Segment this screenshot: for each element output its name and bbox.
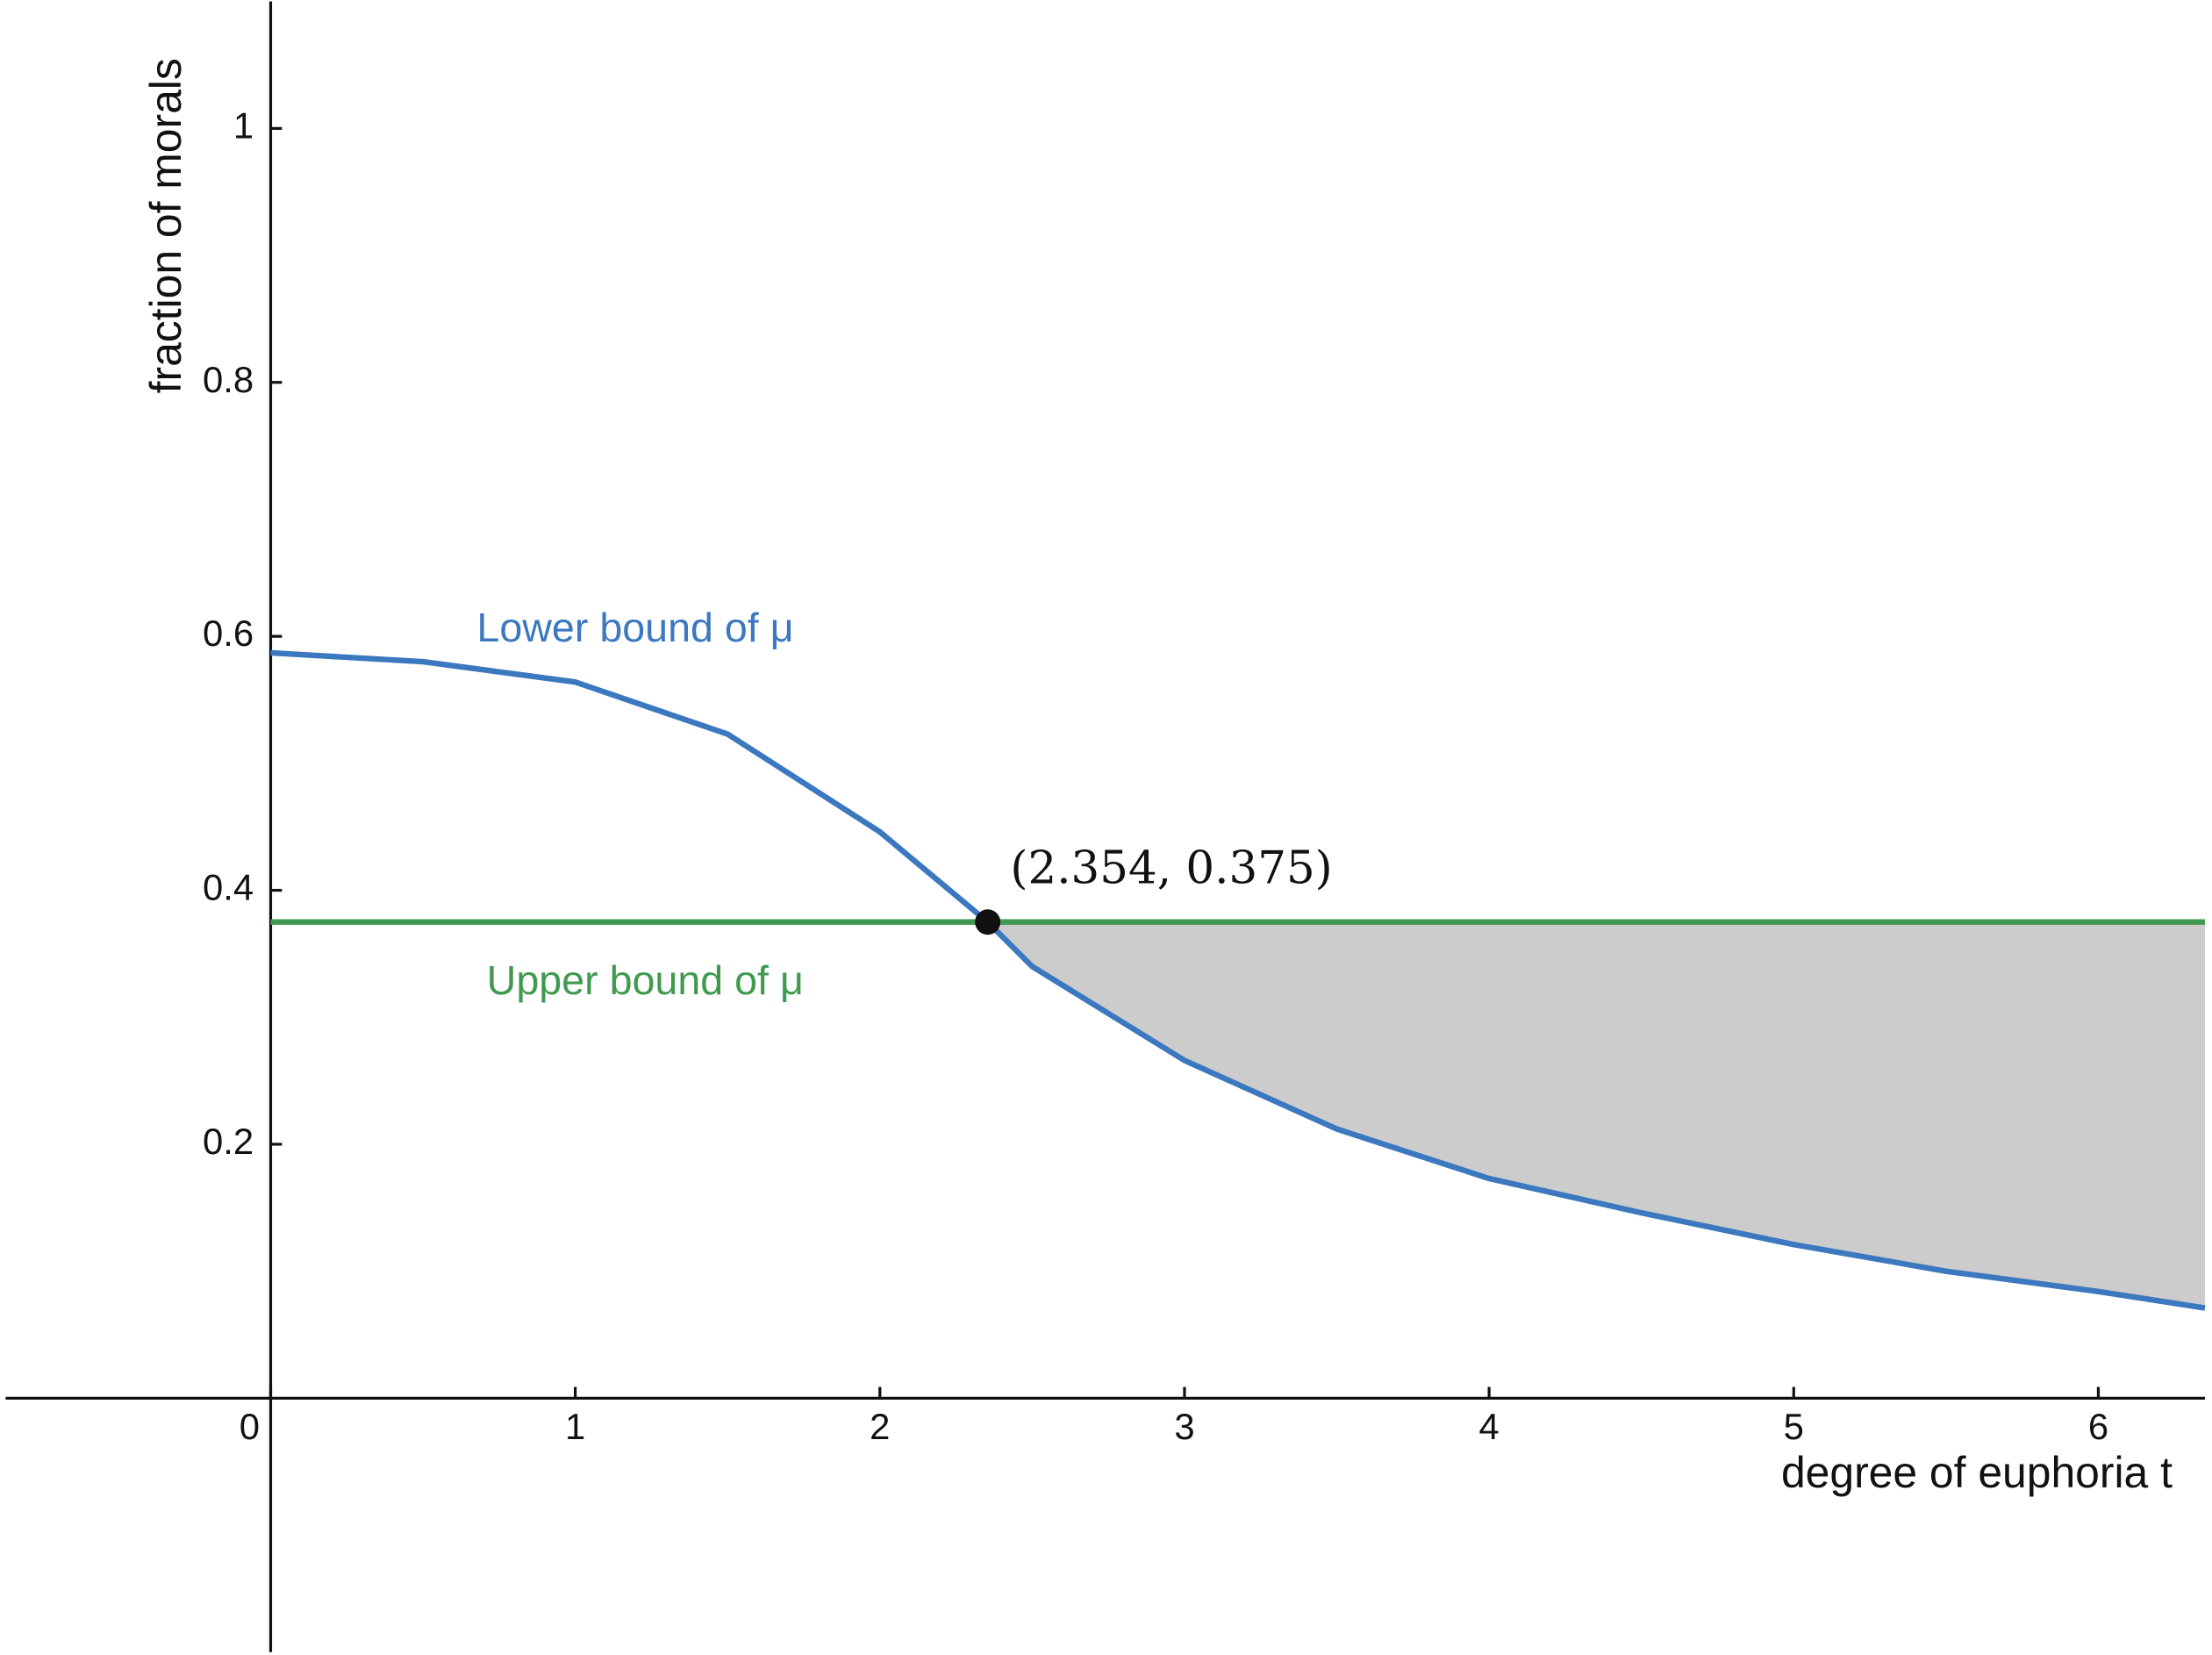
y-tick-label: 0.6 [203, 613, 254, 654]
series-label: Upper bound of μ [487, 957, 804, 1003]
y-tick-label: 1 [233, 104, 254, 146]
y-tick-label: 0.8 [203, 359, 254, 400]
x-axis-label: degree of euphoria t [1781, 1448, 2173, 1497]
series-label: Lower bound of μ [476, 605, 793, 650]
y-tick-label: 0.4 [203, 867, 254, 908]
x-tick-label: 2 [870, 1406, 890, 1447]
y-axis-label: fraction of morals [141, 58, 190, 393]
x-tick-label: 6 [2088, 1406, 2108, 1447]
x-tick-label: 3 [1174, 1406, 1194, 1447]
x-tick-label: 0 [240, 1406, 260, 1447]
y-tick-label: 0.2 [203, 1121, 254, 1162]
annotation: (2.354, 0.375) [1010, 842, 1332, 894]
line-0 [270, 649, 2206, 1311]
x-tick-label: 5 [1784, 1406, 1804, 1447]
x-tick-label: 1 [565, 1406, 585, 1447]
x-tick-label: 4 [1478, 1406, 1499, 1447]
intersection-point [975, 909, 1001, 935]
shaded-region [987, 921, 2205, 1308]
